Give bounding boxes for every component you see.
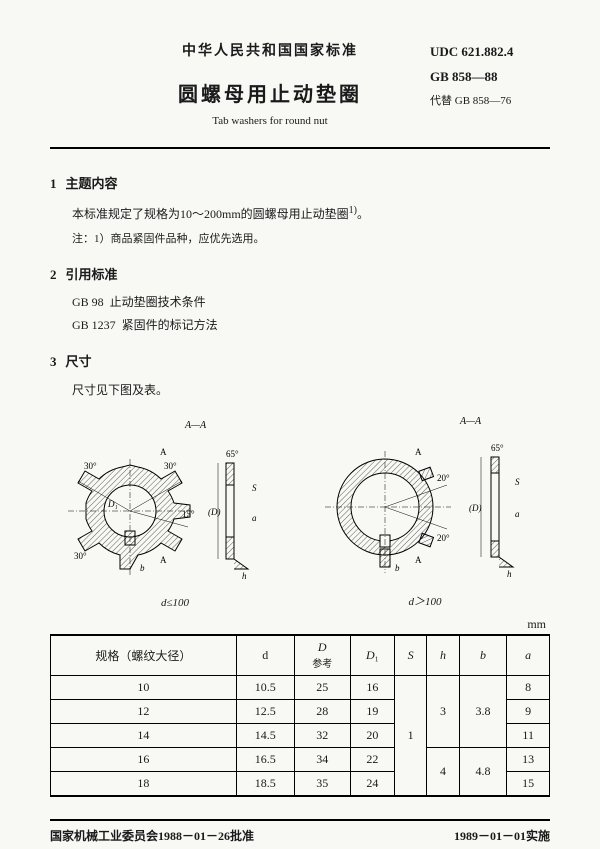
document-header: 中华人民共和国国家标准 圆螺母用止动垫圈 Tab washers for rou… (50, 40, 550, 133)
svg-text:(D): (D) (208, 507, 221, 517)
svg-text:20°: 20° (437, 533, 450, 543)
section-2-title: 引用标准 (66, 267, 118, 282)
svg-text:(D): (D) (469, 503, 482, 513)
svg-text:S: S (515, 477, 520, 487)
svg-text:b: b (395, 563, 400, 573)
figure-2-caption: d＞100 (310, 593, 540, 609)
th-S: S (394, 635, 426, 676)
svg-text:A: A (160, 555, 167, 565)
svg-text:h: h (242, 571, 247, 581)
svg-text:20°: 20° (437, 473, 450, 483)
th-spec: 规格（螺纹大径） (51, 635, 237, 676)
figure-1-caption: d≤100 (60, 597, 290, 609)
figure-2: A—A (310, 412, 540, 609)
table-row: 16 16.5 34 22 4 4.8 13 (51, 748, 550, 772)
svg-text:a: a (252, 513, 257, 523)
th-a: a (507, 635, 550, 676)
th-b: b (459, 635, 507, 676)
divider (50, 147, 550, 149)
th-d: d (236, 635, 294, 676)
svg-text:30°: 30° (84, 461, 97, 471)
section-1-number: 1 (50, 176, 57, 191)
svg-text:A: A (415, 447, 422, 457)
unit-label: mm (50, 617, 546, 632)
footer: 国家机械工业委员会1988－01－26批准 1989－01－01实施 (50, 819, 550, 844)
svg-text:h: h (507, 569, 512, 579)
svg-text:b: b (140, 563, 145, 573)
supersede-code: 代替 GB 858—76 (430, 91, 550, 112)
svg-text:30°: 30° (164, 461, 177, 471)
udc-code: UDC 621.882.4 (430, 40, 550, 65)
country-line: 中华人民共和国国家标准 (110, 40, 430, 60)
svg-text:D₁: D₁ (107, 499, 118, 509)
svg-text:65°: 65° (491, 443, 504, 453)
section-1-note: 注：1）商品紧固件品种，应优先选用。 (72, 230, 550, 246)
section-3-number: 3 (50, 354, 57, 369)
svg-text:S: S (252, 483, 257, 493)
th-D1: D₁ (350, 635, 394, 676)
dimension-figures: A—A (50, 419, 550, 609)
reference-1: GB 98 止动垫圈技术条件 (72, 293, 550, 310)
reference-2: GB 1237 紧固件的标记方法 (72, 316, 550, 333)
svg-text:A—A: A—A (459, 416, 482, 427)
svg-text:A: A (415, 555, 422, 565)
section-1-body: 本标准规定了规格为10～200mm的圆螺母用止动垫圈1)。 (72, 202, 550, 226)
table-row: 10 10.5 25 16 1 3 3.8 8 (51, 676, 550, 700)
title-english: Tab washers for round nut (110, 115, 430, 127)
section-label: A—A (184, 420, 207, 431)
gb-code: GB 858—88 (430, 65, 550, 90)
th-D: dD参考 (294, 635, 350, 676)
section-1-title: 主题内容 (66, 176, 118, 191)
svg-text:a: a (515, 509, 520, 519)
svg-text:65°: 65° (226, 449, 239, 459)
svg-text:15°: 15° (182, 509, 195, 519)
section-3-title: 尺寸 (66, 354, 92, 369)
svg-text:30°: 30° (74, 551, 87, 561)
svg-text:A: A (160, 447, 167, 457)
figure-1: A—A (60, 416, 290, 609)
footer-approval: 国家机械工业委员会1988－01－26批准 (50, 827, 254, 844)
section-3-body: 尺寸见下图及表。 (72, 380, 550, 402)
section-2-number: 2 (50, 267, 57, 282)
title-chinese: 圆螺母用止动垫圈 (110, 78, 430, 107)
footer-effective: 1989－01－01实施 (454, 827, 550, 844)
dimensions-table: 规格（螺纹大径） d dD参考 D₁ S h b a 10 10.5 25 16… (50, 634, 550, 797)
th-h: h (427, 635, 459, 676)
